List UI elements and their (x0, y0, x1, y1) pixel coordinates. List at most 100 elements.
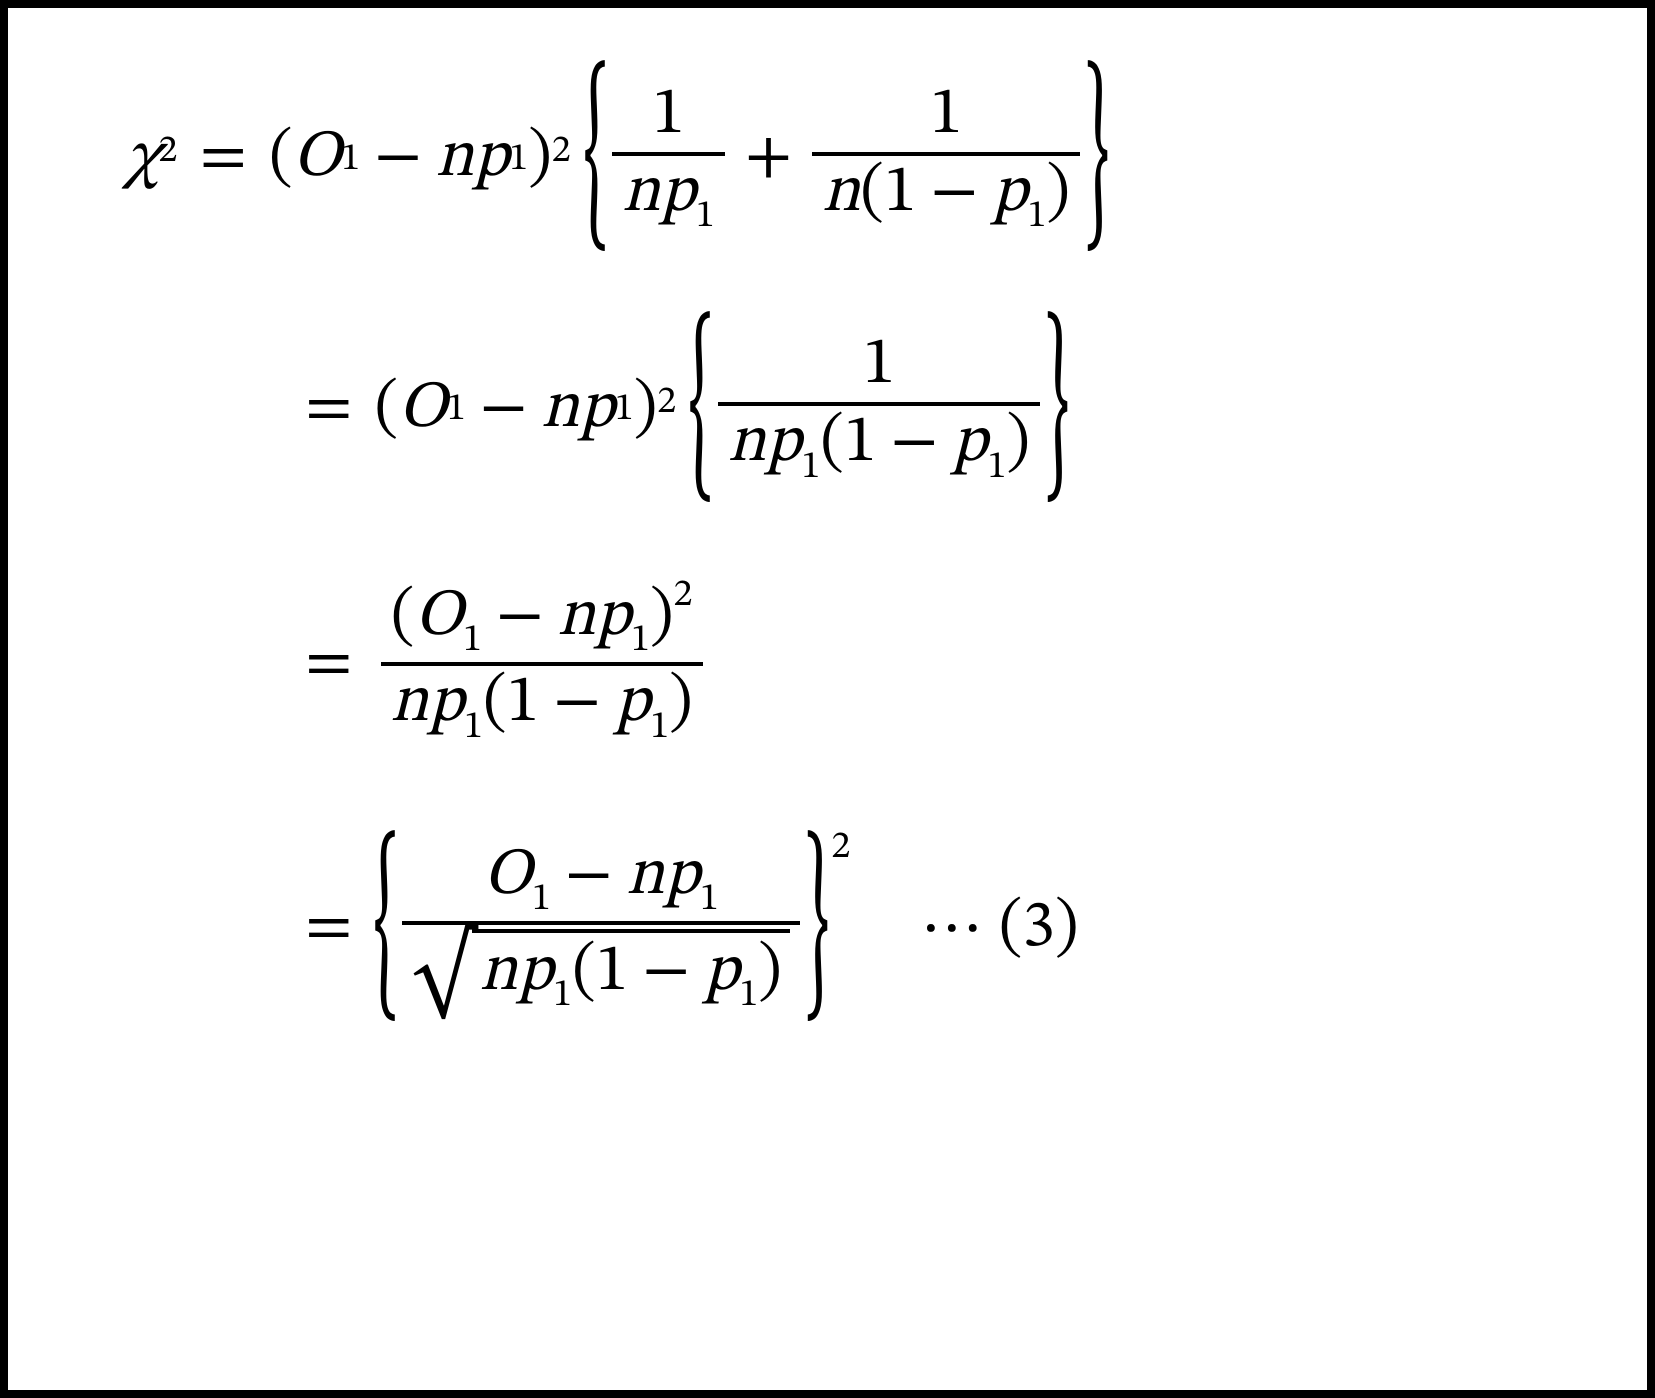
rbrace-icon: } (804, 826, 829, 1031)
l3-den: np1(1−p1) (381, 666, 703, 748)
l3-rp: ) (650, 584, 674, 650)
l4-O: O (483, 843, 532, 909)
l2-rp: ) (634, 376, 658, 442)
l4-O-sub: 1 (532, 881, 551, 919)
sqrt-icon: √ np1(1−p1) (412, 929, 790, 1013)
l3-d-sub2: 1 (650, 709, 669, 747)
l4-n: n (626, 843, 664, 909)
equals-3: = (283, 631, 375, 697)
l1-frac1-den: np1 (612, 156, 724, 238)
l2-p: p (579, 376, 614, 442)
equation-line-1: χ2 = (O1 − np1)2 { 1 np1 + 1 n(1−p1) } (128, 78, 1567, 238)
l3-lp: ( (391, 584, 415, 650)
equation-line-4: = { O1−np1 √ np1(1−p1) } 2 ⋯ (3) (128, 839, 1567, 1018)
l2-d-sub2: 1 (988, 449, 1007, 487)
equation-number-label: ⋯ (3) (850, 895, 1078, 961)
l3-n: n (558, 584, 596, 650)
l2-frac: 1 np1(1−p1) (718, 328, 1040, 488)
rbrace-icon: } (1044, 306, 1069, 511)
lbrace-icon: { (583, 56, 608, 261)
l3-d-p2: p (615, 670, 650, 736)
l4-r-rp: ) (758, 939, 782, 1005)
l2-square: 2 (657, 384, 676, 422)
lbrace-icon: { (373, 826, 398, 1031)
equation-line-3: = (O1−np1)2 np1(1−p1) (128, 579, 1567, 749)
equals-4: = (283, 895, 375, 961)
l3-sq: 2 (674, 577, 693, 615)
l4-r-p: p (518, 939, 553, 1005)
radical-icon: √ (412, 942, 476, 1014)
l3-d-n: n (391, 670, 429, 736)
l3-d-minus: − (539, 670, 615, 736)
l1-f2-minus: − (917, 160, 993, 226)
l1-plus: + (731, 125, 807, 191)
l4-r-n: n (480, 939, 518, 1005)
l2-d-lp: ( (820, 410, 844, 476)
l2-d-n: n (728, 410, 766, 476)
l2-frac-num: 1 (853, 328, 906, 402)
l3-frac: (O1−np1)2 np1(1−p1) (381, 579, 703, 749)
l4-p: p (664, 843, 699, 909)
l1-paren-close: ) (528, 125, 552, 191)
l1-n: n (436, 125, 474, 191)
equation-line-2: = (O1 − np1)2 { 1 np1(1−p1) } (128, 328, 1567, 488)
chi-symbol: χ (128, 125, 159, 191)
l1-frac2-num: 1 (920, 78, 973, 152)
lbrace-icon: { (689, 306, 714, 511)
l1-f2-lp: ( (860, 160, 884, 226)
l4-r-p2: p (704, 939, 739, 1005)
l1-O-sub: 1 (341, 141, 360, 179)
l2-d-p: p (766, 410, 801, 476)
l3-d-rp: ) (669, 670, 693, 736)
l1-brace-group: { 1 np1 + 1 n(1−p1) } (585, 78, 1108, 238)
chi-exponent: 2 (159, 133, 178, 171)
l4-num: O1−np1 (473, 839, 729, 921)
l4-r-lp: ( (572, 939, 596, 1005)
l1-p: p (474, 125, 509, 191)
l1-frac1-num: 1 (642, 78, 695, 152)
l3-num: (O1−np1)2 (381, 579, 703, 662)
equation-column: χ2 = (O1 − np1)2 { 1 np1 + 1 n(1−p1) } =… (128, 78, 1567, 1018)
l1-f2-sub: 1 (1028, 198, 1047, 236)
l1-square: 2 (552, 133, 571, 171)
l1-minus: − (360, 125, 436, 191)
l2-minus: − (466, 376, 542, 442)
l2-d-one: 1 (844, 410, 877, 476)
l3-O-sub: 1 (463, 622, 482, 660)
l1-frac1: 1 np1 (612, 78, 724, 238)
l4-den: √ np1(1−p1) (402, 925, 800, 1017)
l1-O: O (293, 125, 342, 191)
l1-p-sub: 1 (509, 141, 528, 179)
l4-r-sub: 1 (553, 977, 572, 1015)
equation-frame: χ2 = (O1 − np1)2 { 1 np1 + 1 n(1−p1) } =… (0, 0, 1655, 1398)
l1-f2-n: n (822, 160, 860, 226)
l4-r-minus: − (628, 939, 704, 1005)
l1-frac2: 1 n(1−p1) (812, 78, 1080, 238)
l4-brace-group: { O1−np1 √ np1(1−p1) } 2 (375, 839, 851, 1018)
l2-O: O (398, 376, 447, 442)
l3-minus: − (482, 584, 558, 650)
l4-outer-exponent: 2 (831, 829, 850, 867)
l1-f2-p: p (992, 160, 1027, 226)
l1-f2-rp: ) (1046, 160, 1070, 226)
l2-n: n (541, 376, 579, 442)
l2-p-sub: 1 (615, 391, 634, 429)
l1-f1-sub: 1 (696, 198, 715, 236)
l4-r-sub2: 1 (739, 977, 758, 1015)
l2-brace-group: { 1 np1(1−p1) } (690, 328, 1067, 488)
l3-d-sub: 1 (464, 709, 483, 747)
l4-p-sub: 1 (700, 881, 719, 919)
l2-lp: ( (375, 376, 399, 442)
l1-f1-n: n (622, 160, 660, 226)
l2-d-rp: ) (1006, 410, 1030, 476)
l4-frac: O1−np1 √ np1(1−p1) (402, 839, 800, 1018)
l2-O-sub: 1 (447, 391, 466, 429)
l1-f2-one: 1 (884, 160, 917, 226)
rbrace-icon: } (1084, 56, 1109, 261)
l3-d-p: p (429, 670, 464, 736)
l3-p-sub: 1 (631, 622, 650, 660)
equals-1: = (177, 125, 269, 191)
l3-d-one: 1 (507, 670, 540, 736)
l1-f1-p: p (660, 160, 695, 226)
equals-2: = (283, 376, 375, 442)
